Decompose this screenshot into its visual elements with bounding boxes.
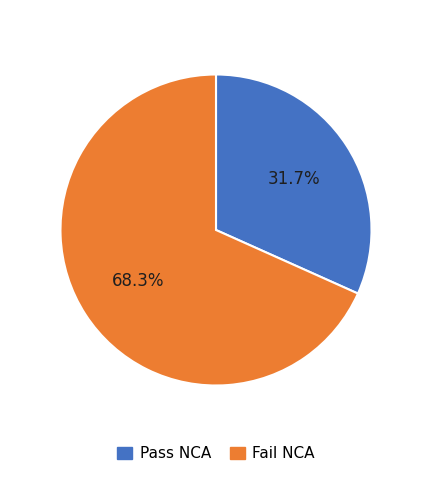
Text: 68.3%: 68.3% (111, 272, 164, 289)
Text: 31.7%: 31.7% (268, 170, 321, 188)
Wedge shape (60, 74, 358, 386)
Legend: Pass NCA, Fail NCA: Pass NCA, Fail NCA (111, 440, 321, 468)
Wedge shape (216, 74, 372, 294)
